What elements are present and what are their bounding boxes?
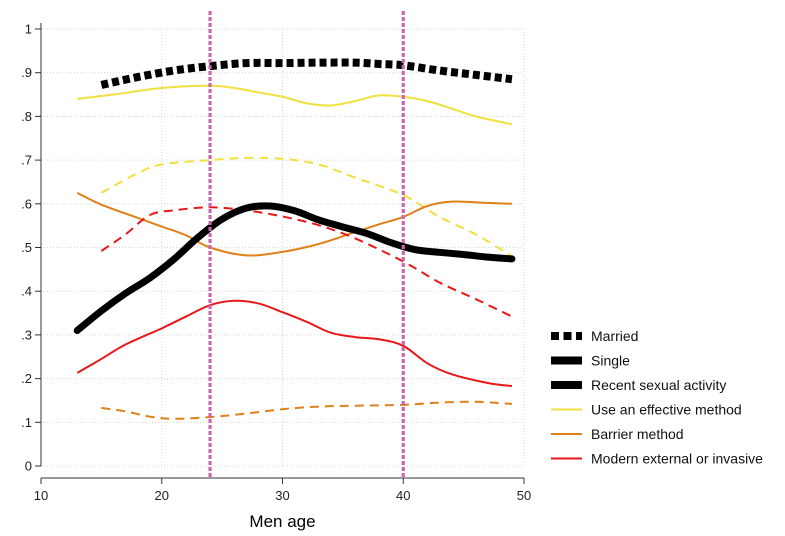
series-line-recent-sexual-activity-single bbox=[73, 202, 516, 335]
legend: Married Single Recent sexual activity Use a… bbox=[551, 328, 763, 467]
x-tick-label: 20 bbox=[155, 488, 169, 503]
x-axis-title: Men age bbox=[249, 512, 315, 531]
legend-label: Use an effective method bbox=[591, 402, 742, 418]
y-tick-label: .2 bbox=[21, 371, 32, 386]
x-tick-label: 50 bbox=[517, 488, 531, 503]
y-tick-label: 1 bbox=[25, 22, 32, 37]
y-tick-label: .3 bbox=[21, 327, 32, 342]
legend-label: Barrier method bbox=[591, 426, 684, 442]
series-line-modern-external-or-invasive-married bbox=[76, 299, 513, 388]
series-line-modern-external-or-invasive-single bbox=[100, 206, 513, 318]
x-tick-label: 40 bbox=[396, 488, 410, 503]
series-line-barrier-method-single bbox=[101, 400, 512, 420]
legend-label: Recent sexual activity bbox=[591, 377, 726, 393]
series-line-use-an-effective-method-single bbox=[100, 156, 513, 258]
reference-lines bbox=[208, 11, 405, 478]
legend-label: Modern external or invasive bbox=[591, 451, 763, 467]
y-tick-label: 0 bbox=[25, 459, 32, 474]
series-line-use-an-effective-method-married bbox=[77, 84, 513, 126]
y-tick-label: .6 bbox=[21, 196, 32, 211]
series-line-recent-sexual-activity-married bbox=[100, 58, 513, 89]
axes: 0 .1 .2 .3 .4 .5 .6 .7 .8 .9 1 10 20 30 40 50 bbox=[21, 22, 531, 504]
y-tick-label: .9 bbox=[21, 65, 32, 80]
y-tick-label: .1 bbox=[21, 415, 32, 430]
y-tick-label: .7 bbox=[21, 153, 32, 168]
series-line-barrier-method-married bbox=[76, 191, 512, 257]
legend-label: Married bbox=[591, 328, 638, 344]
legend-label: Single bbox=[591, 353, 630, 369]
y-tick-label: .8 bbox=[21, 109, 32, 124]
y-tick-label: .5 bbox=[21, 240, 32, 255]
series-lines bbox=[73, 58, 516, 420]
x-tick-label: 10 bbox=[34, 488, 48, 503]
y-tick-label: .4 bbox=[21, 284, 32, 299]
x-tick-label: 30 bbox=[275, 488, 289, 503]
